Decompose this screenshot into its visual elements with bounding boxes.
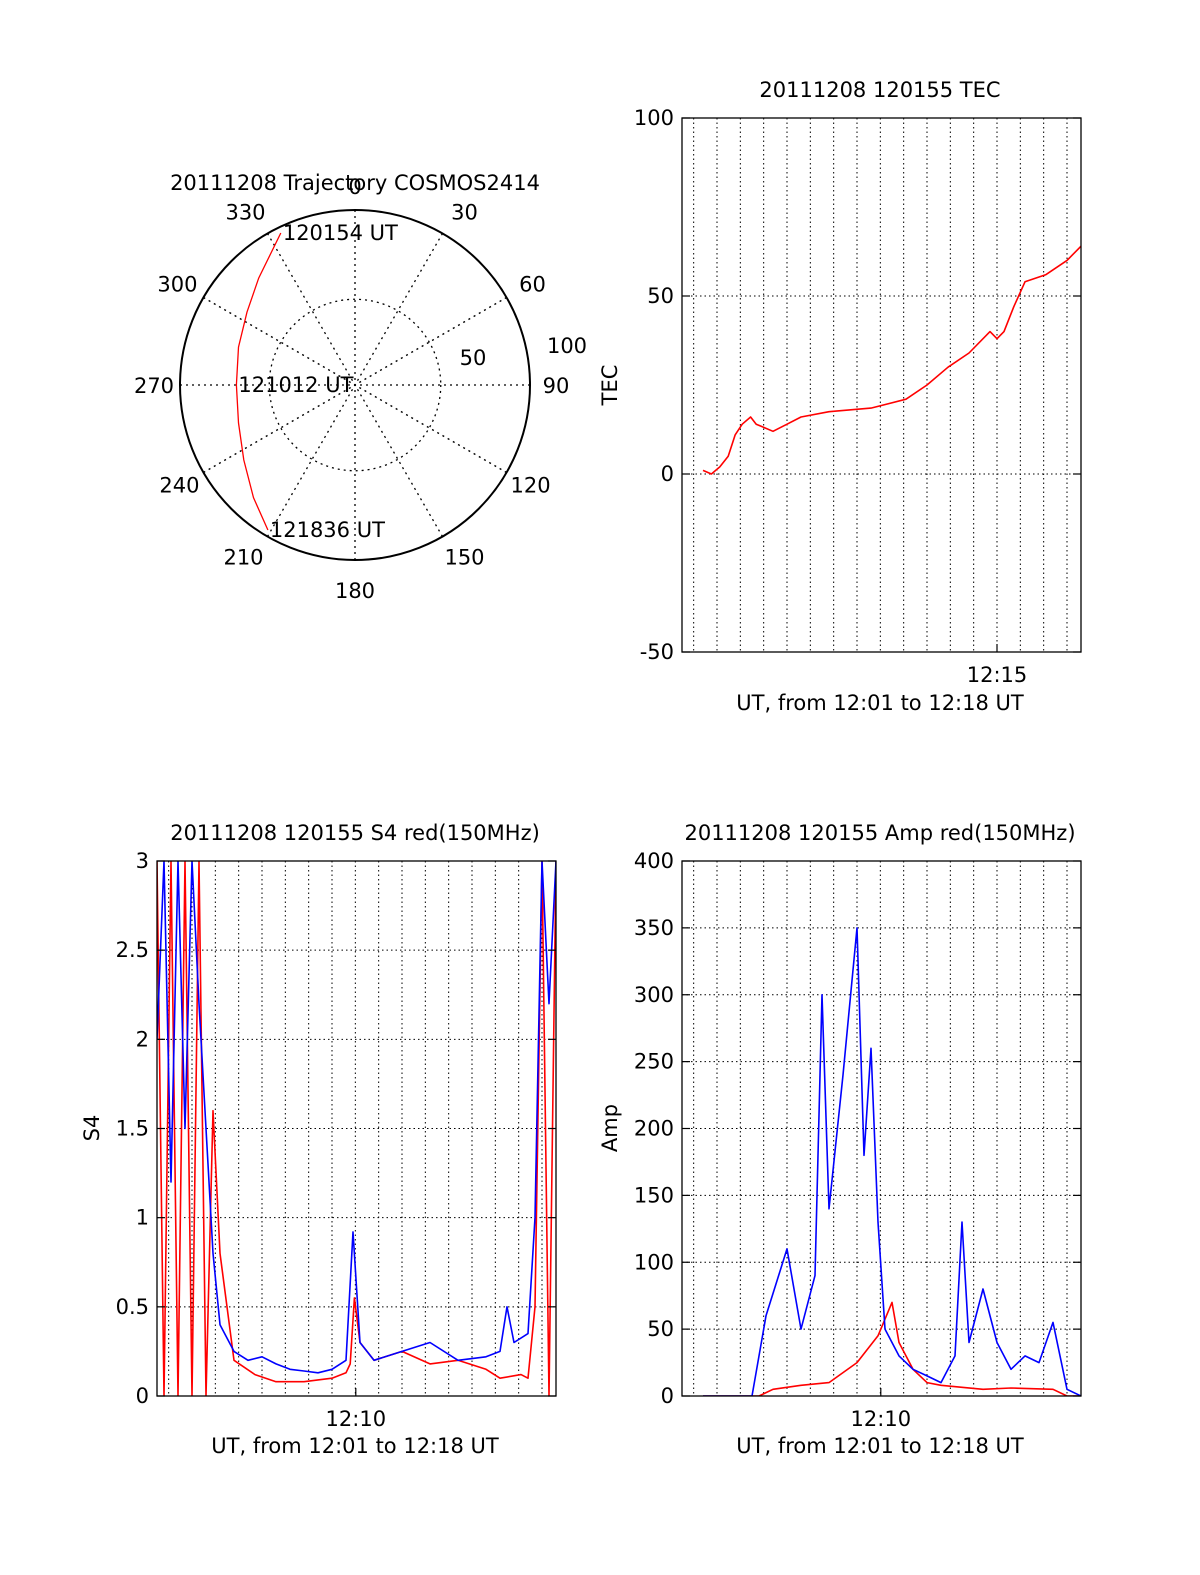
tec-ylabel: TEC: [598, 365, 622, 407]
trajectory-annotations: 120154 UT 121012 UT 121836 UT: [238, 221, 398, 542]
tec-xlabel: UT, from 12:01 to 12:18 UT: [736, 691, 1024, 715]
tec-plot-area: -50 0 50 100 12:15: [634, 106, 1082, 687]
trajectory-series: [235, 232, 282, 531]
s4-series-line: [157, 861, 556, 1396]
trajectory-azimuth-label: 240: [159, 474, 199, 498]
s4-ytick-label: 1.5: [116, 1117, 149, 1141]
trajectory-azimuth-label: 300: [157, 273, 197, 297]
tec-ytick-label: 50: [647, 284, 674, 308]
amp-xtick-label: 12:10: [851, 1407, 912, 1431]
trajectory-grid: [179, 209, 531, 561]
tec-frame: [681, 117, 1082, 653]
amp-ytick-label: 50: [647, 1317, 674, 1341]
trajectory-time-annotation: 120154 UT: [283, 221, 398, 245]
trajectory-ring-labels: 50 100: [460, 334, 587, 370]
trajectory-azimuth-label: 210: [223, 546, 263, 570]
s4-series-group: [157, 861, 556, 1396]
amp-ytick-label: 300: [634, 983, 674, 1007]
s4-ytick-label: 1: [136, 1206, 149, 1230]
trajectory-ring-label: 100: [547, 334, 587, 358]
trajectory-chart: 20111208 Trajectory COSMOS2414 0 30 60 90 12…: [134, 171, 587, 603]
s4-ytick-label: 3: [136, 849, 149, 873]
trajectory-azimuth-label: 150: [444, 546, 484, 570]
s4-ylabel: S4: [80, 1115, 104, 1142]
trajectory-title: 20111208 Trajectory COSMOS2414: [170, 171, 540, 195]
s4-title: 20111208 120155 S4 red(150MHz): [170, 821, 540, 845]
tec-title: 20111208 120155 TEC: [759, 78, 1000, 102]
amp-ytick-label: 400: [634, 849, 674, 873]
trajectory-time-annotation: 121012 UT: [238, 373, 353, 397]
trajectory-path-line: [235, 232, 282, 531]
trajectory-azimuth-label: 330: [225, 200, 265, 224]
amp-ytick-label: 350: [634, 916, 674, 940]
amp-chart: 20111208 120155 Amp red(150MHz) UT, from…: [598, 821, 1082, 1458]
s4-ytick-label: 0: [136, 1384, 149, 1408]
tec-chart: 20111208 120155 TEC UT, from 12:01 to 12…: [598, 78, 1082, 715]
tec-ytick-label: 100: [634, 106, 674, 130]
trajectory-azimuth-label: 180: [335, 579, 375, 603]
s4-ytick-label: 2: [136, 1027, 149, 1051]
amp-plot-area: 0 50 100 150 200 250 300 350 400 12:10: [634, 849, 1082, 1431]
trajectory-time-annotation: 121836 UT: [270, 518, 385, 542]
trajectory-azimuth-labels: 0 30 60 90 120 150 180 210 240 270 300 330: [134, 175, 569, 603]
trajectory-azimuth-label: 0: [348, 175, 361, 199]
s4-ytick-label: 0.5: [116, 1295, 149, 1319]
s4-series-line: [157, 861, 556, 1374]
amp-ytick-label: 0: [661, 1384, 674, 1408]
amp-title: 20111208 120155 Amp red(150MHz): [684, 821, 1075, 845]
amp-ylabel: Amp: [598, 1104, 622, 1152]
amp-ytick-label: 100: [634, 1250, 674, 1274]
amp-series-line: [703, 1301, 1081, 1396]
trajectory-azimuth-label: 90: [543, 374, 570, 398]
amp-xlabel: UT, from 12:01 to 12:18 UT: [736, 1434, 1024, 1458]
s4-chart: 20111208 120155 S4 red(150MHz) UT, from …: [80, 821, 557, 1458]
tec-ytick-label: -50: [640, 640, 674, 664]
s4-xlabel: UT, from 12:01 to 12:18 UT: [211, 1434, 499, 1458]
amp-series-line: [703, 927, 1081, 1396]
trajectory-inner-ring: [268, 298, 442, 472]
tec-ytick-label: 0: [661, 462, 674, 486]
amp-ytick-label: 250: [634, 1050, 674, 1074]
trajectory-spoke: [266, 233, 444, 537]
s4-ytick-label: 2.5: [116, 938, 149, 962]
s4-xtick-label: 12:10: [326, 1407, 387, 1431]
trajectory-azimuth-label: 60: [519, 273, 546, 297]
amp-series-group: [703, 927, 1081, 1396]
tec-xtick-label: 12:15: [967, 663, 1028, 687]
trajectory-ring-label: 50: [460, 346, 487, 370]
trajectory-azimuth-label: 30: [451, 200, 478, 224]
tec-series-group: [702, 245, 1081, 475]
amp-ytick-label: 200: [634, 1117, 674, 1141]
trajectory-azimuth-label: 120: [511, 474, 551, 498]
tec-series-line: [702, 245, 1081, 475]
trajectory-azimuth-label: 270: [134, 374, 174, 398]
amp-ytick-label: 150: [634, 1183, 674, 1207]
s4-plot-area: 0 0.5 1 1.5 2 2.5 3 12:10: [116, 849, 557, 1431]
